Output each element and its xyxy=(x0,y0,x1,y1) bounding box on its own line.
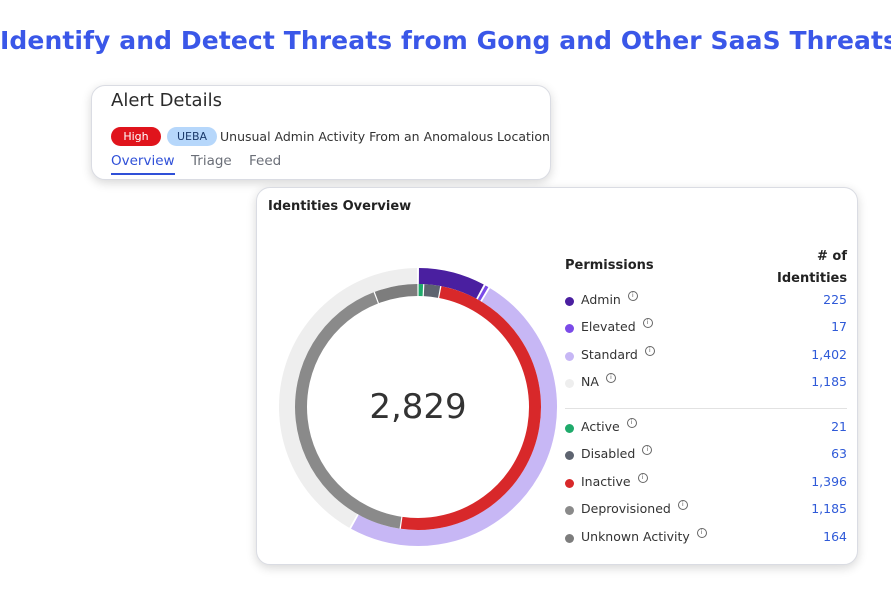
legend-value[interactable]: 1,396 xyxy=(811,474,847,489)
legend-value[interactable]: 1,185 xyxy=(811,501,847,516)
legend-row-standard: Standard i 1,402 xyxy=(565,346,847,365)
activity-arc-unknown-activity[interactable] xyxy=(374,284,418,304)
alert-title: Alert Details xyxy=(111,90,222,111)
activity-arc-inactive[interactable] xyxy=(400,286,541,530)
info-icon[interactable]: i xyxy=(627,291,638,301)
legend-label: NA xyxy=(581,374,599,389)
legend-row-admin: Admin i 225 xyxy=(565,291,847,310)
identities-title: Identities Overview xyxy=(268,199,412,214)
legend-value[interactable]: 63 xyxy=(831,446,847,461)
info-icon[interactable]: i xyxy=(626,418,637,428)
alert-details-card: Alert Details High UEBA Unusual Admin Ac… xyxy=(91,85,551,180)
legend-value[interactable]: 21 xyxy=(831,419,847,434)
permissions-header: Permissions xyxy=(565,258,654,273)
deprovisioned-dot xyxy=(565,506,574,515)
admin-dot xyxy=(565,297,574,306)
legend-row-deprovisioned: Deprovisioned i 1,185 xyxy=(565,500,847,519)
legend-label: Standard xyxy=(581,347,638,362)
identities-donut-chart: 2,829 xyxy=(268,257,568,561)
legend-row-active: Active i 21 xyxy=(565,418,847,437)
alert-description: Unusual Admin Activity From an Anomalous… xyxy=(220,129,550,144)
legend-label: Deprovisioned xyxy=(581,501,671,516)
legend-row-na: NA i 1,185 xyxy=(565,373,847,392)
permission-arc-standard[interactable] xyxy=(351,288,557,546)
permission-arc-na[interactable] xyxy=(279,268,418,528)
legend-label: Elevated xyxy=(581,319,636,334)
permission-arc-admin[interactable] xyxy=(418,268,484,299)
legend-value[interactable]: 17 xyxy=(831,319,847,334)
tab-feed[interactable]: Feed xyxy=(249,153,282,169)
info-icon[interactable]: i xyxy=(642,445,653,455)
page-headline: Identify and Detect Threats from Gong an… xyxy=(0,26,891,55)
legend-label: Active xyxy=(581,419,620,434)
activity-ring xyxy=(295,284,541,530)
legend-row-inactive: Inactive i 1,396 xyxy=(565,473,847,492)
legend-row-elevated: Elevated i 17 xyxy=(565,318,847,337)
severity-badge: High xyxy=(111,127,161,146)
permission-arc-elevated[interactable] xyxy=(477,285,489,301)
standard-dot xyxy=(565,352,574,361)
legend-value[interactable]: 225 xyxy=(823,292,847,307)
legend-label: Disabled xyxy=(581,446,636,461)
inactive-dot xyxy=(565,479,574,488)
tab-triage[interactable]: Triage xyxy=(191,153,232,169)
legend-label: Unknown Activity xyxy=(581,529,690,544)
donut-svg xyxy=(279,268,557,546)
legend-value[interactable]: 164 xyxy=(823,529,847,544)
count-header: # of Identities xyxy=(777,249,848,286)
info-icon[interactable]: i xyxy=(677,500,688,510)
identities-total: 2,829 xyxy=(369,387,467,427)
legend-divider xyxy=(565,408,847,409)
active-dot xyxy=(565,424,574,433)
info-icon[interactable]: i xyxy=(637,473,648,483)
elevated-dot xyxy=(565,324,574,333)
legend-value[interactable]: 1,402 xyxy=(811,347,847,362)
legend-label: Admin xyxy=(581,292,621,307)
legend-row-disabled: Disabled i 63 xyxy=(565,445,847,464)
unknown-activity-dot xyxy=(565,534,574,543)
tab-overview[interactable]: Overview xyxy=(111,153,175,175)
info-icon[interactable]: i xyxy=(642,318,653,328)
legend-value[interactable]: 1,185 xyxy=(811,374,847,389)
legend-label: Inactive xyxy=(581,474,631,489)
permissions-ring xyxy=(279,268,557,546)
na-dot xyxy=(565,379,574,388)
info-icon[interactable]: i xyxy=(696,528,707,538)
disabled-dot xyxy=(565,451,574,460)
info-icon[interactable]: i xyxy=(644,346,655,356)
alert-type-badge: UEBA xyxy=(167,127,217,146)
activity-arc-disabled[interactable] xyxy=(423,284,441,298)
activity-arc-deprovisioned[interactable] xyxy=(295,292,402,529)
legend-row-unknown-activity: Unknown Activity i 164 xyxy=(565,528,847,547)
info-icon[interactable]: i xyxy=(605,373,616,383)
identities-overview-card: Identities Overview 2,829 Permissions # … xyxy=(256,187,858,565)
